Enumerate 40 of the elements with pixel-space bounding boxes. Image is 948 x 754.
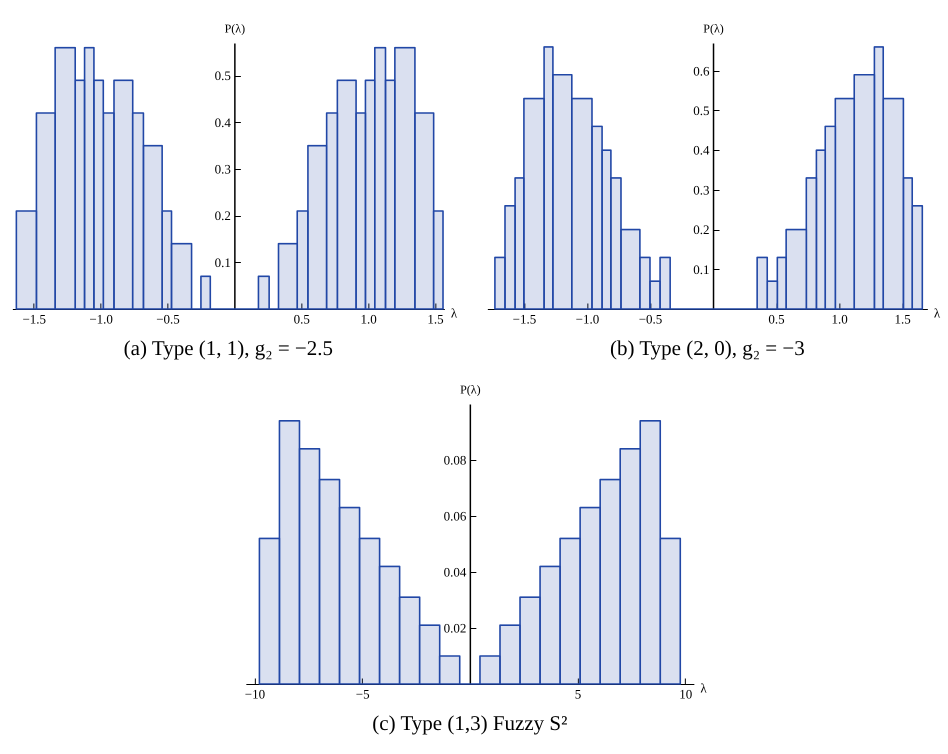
x-tick-label: 1.5 <box>894 312 911 326</box>
x-tick-label: −1.5 <box>512 312 536 326</box>
y-tick-label: 0.02 <box>444 620 466 636</box>
y-axis-title: P(λ) <box>224 22 246 36</box>
x-tick-label: −1.5 <box>22 312 46 326</box>
x-tick-label: 1.0 <box>360 312 377 326</box>
y-tick-label: 0.3 <box>693 182 710 198</box>
y-tick-label: 0.04 <box>444 564 467 580</box>
y-tick-label: 0.2 <box>214 208 231 224</box>
text: (c) Type (1,3) Fuzzy S² <box>372 711 568 735</box>
y-axis-title: P(λ) <box>460 382 481 396</box>
y-tick-label: 0.4 <box>214 114 232 130</box>
x-tick-label: −1.0 <box>576 312 600 326</box>
x-tick-label: 0.5 <box>768 312 785 326</box>
x-axis-title: λ <box>450 306 458 320</box>
x-tick-label: −0.5 <box>156 312 180 326</box>
y-tick-label: 0.1 <box>693 262 710 277</box>
x-tick-label: −1.0 <box>89 312 113 326</box>
x-tick-label: −0.5 <box>638 312 662 326</box>
y-tick-label: 0.5 <box>693 102 710 118</box>
x-tick-label: 1.5 <box>427 312 444 326</box>
x-axis-title: λ <box>700 680 708 696</box>
y-tick-label: 0.08 <box>444 452 466 468</box>
y-tick-label: 0.4 <box>693 142 710 158</box>
y-tick-label: 0.06 <box>444 508 467 524</box>
x-tick-label: 1.0 <box>831 312 848 326</box>
x-axis-title: λ <box>934 306 941 320</box>
y-axis-title: P(λ) <box>703 22 724 36</box>
x-tick-label: 0.5 <box>294 312 310 326</box>
x-tick-label: 10 <box>679 686 692 702</box>
text: (a) Type (1, 1), g₂ = −2.5 <box>124 336 334 360</box>
y-tick-label: 0.2 <box>693 222 710 238</box>
x-tick-label: −10 <box>244 686 266 702</box>
y-tick-label: 0.3 <box>214 162 231 176</box>
y-tick-label: 0.5 <box>214 68 231 84</box>
x-tick-label: 5 <box>574 686 582 702</box>
y-tick-label: 0.6 <box>693 63 710 78</box>
text: (b) Type (2, 0), g₂ = −3 <box>610 336 805 360</box>
x-tick-label: −5 <box>356 686 370 702</box>
y-tick-label: 0.1 <box>214 254 231 270</box>
